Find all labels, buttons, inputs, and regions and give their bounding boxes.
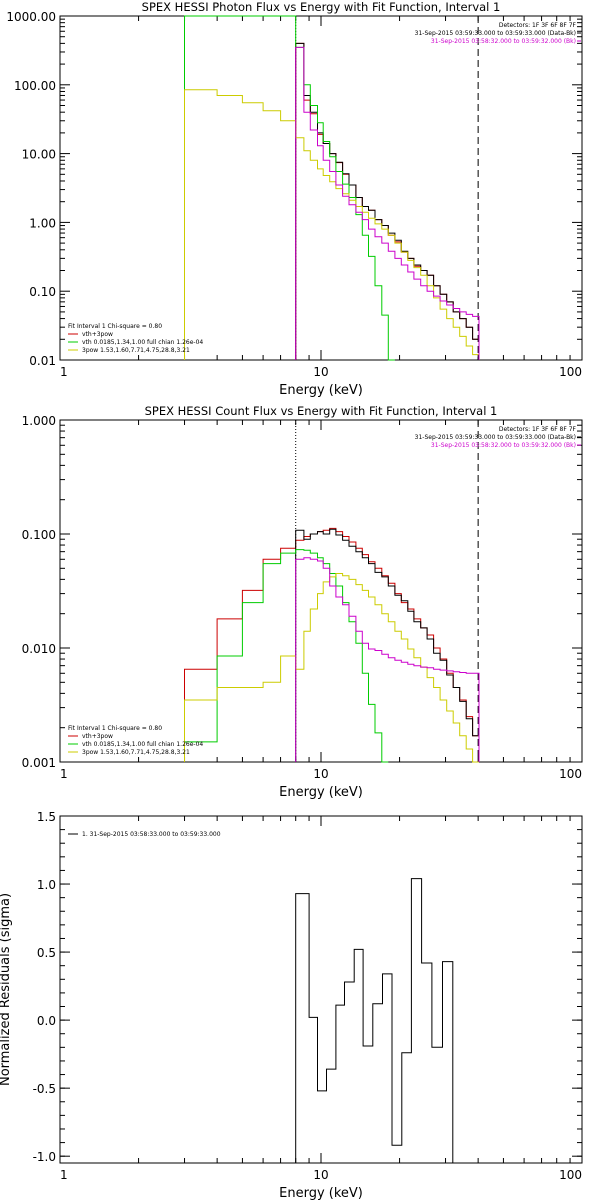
series-vth-3pow bbox=[184, 527, 480, 762]
legend-left-text: vth 0.0185,1.34,1.00 full chian 1.26e-04 bbox=[82, 741, 203, 748]
y-tick-label: 0.5 bbox=[37, 946, 56, 960]
legend-right-text: 31-Sep-2015 03:58:32.000 to 03:59:32.000… bbox=[431, 442, 576, 449]
legend-left-text: vth 0.0185,1.34,1.00 full chian 1.26e-04 bbox=[82, 339, 203, 346]
series-data bbox=[295, 528, 480, 762]
x-axis-label: Energy (keV) bbox=[279, 383, 363, 398]
x-tick-label: 1 bbox=[60, 1168, 68, 1182]
count-flux-panel: SPEX HESSI Count Flux vs Energy with Fit… bbox=[22, 404, 583, 800]
y-tick-label: -1.0 bbox=[33, 1150, 56, 1164]
legend-left-text: vth+3pow bbox=[82, 733, 113, 740]
x-axis-label: Energy (keV) bbox=[279, 1186, 363, 1200]
y-tick-label: 0.010 bbox=[22, 642, 56, 656]
legend-right-text: Detectors: 1F 3F 6F 8F 7F bbox=[499, 426, 577, 433]
photon-flux-panel: SPEX HESSI Photon Flux vs Energy with Fi… bbox=[6, 0, 583, 398]
x-tick-label: 100 bbox=[559, 365, 582, 379]
y-axis-label: Normalized Residuals (sigma) bbox=[0, 893, 13, 1086]
chart-title: SPEX HESSI Count Flux vs Energy with Fit… bbox=[145, 404, 498, 418]
y-tick-label: -0.5 bbox=[33, 1082, 56, 1096]
legend-left-text: 1. 31-Sep-2015 03:58:33.000 to 03:59:33.… bbox=[82, 831, 221, 838]
series-vth bbox=[184, 15, 395, 361]
series-3pow bbox=[184, 89, 480, 360]
legend-left-text: 3pow 1.53,1.60,7.71,4.75,28.8,3.21 bbox=[82, 749, 190, 756]
x-tick-label: 1 bbox=[60, 365, 68, 379]
y-tick-label: 1.5 bbox=[37, 810, 56, 824]
series-background bbox=[295, 557, 480, 762]
x-tick-label: 1 bbox=[60, 767, 68, 781]
y-tick-label: 1.00 bbox=[29, 216, 56, 230]
y-tick-label: 1.0 bbox=[37, 878, 56, 892]
series-residuals bbox=[295, 878, 454, 1163]
x-tick-label: 10 bbox=[313, 767, 328, 781]
x-axis-label: Energy (keV) bbox=[279, 785, 363, 800]
chart-title: SPEX HESSI Photon Flux vs Energy with Fi… bbox=[142, 0, 501, 14]
legend-left-text: 3pow 1.53,1.60,7.71,4.75,28.8,3.21 bbox=[82, 347, 190, 354]
series-3pow bbox=[184, 573, 479, 763]
legend-right-text: 31-Sep-2015 03:59:33.000 to 03:59:33.000… bbox=[415, 30, 576, 37]
legend-left-text: Fit Interval 1 Chi-square = 0.80 bbox=[68, 725, 162, 732]
x-tick-label: 10 bbox=[313, 365, 328, 379]
y-tick-label: 0.100 bbox=[22, 528, 56, 542]
y-tick-label: 0.0 bbox=[37, 1014, 56, 1028]
y-tick-label: 0.10 bbox=[29, 285, 56, 299]
legend-left-text: Fit Interval 1 Chi-square = 0.80 bbox=[68, 323, 162, 330]
legend-right-text: 31-Sep-2015 03:59:33.000 to 03:59:33.000… bbox=[415, 434, 576, 441]
x-tick-label: 100 bbox=[559, 767, 582, 781]
y-tick-label: 100.00 bbox=[14, 79, 56, 93]
series-background bbox=[295, 46, 480, 360]
y-tick-label: 1.000 bbox=[22, 414, 56, 428]
y-tick-label: 10.00 bbox=[22, 148, 56, 162]
x-tick-label: 10 bbox=[313, 1168, 328, 1182]
y-tick-label: 1000.00 bbox=[6, 10, 56, 24]
legend-right-text: 31-Sep-2015 03:58:32.000 to 03:59:32.000… bbox=[431, 38, 576, 45]
legend-left-text: vth+3pow bbox=[82, 331, 113, 338]
y-tick-label: 0.001 bbox=[22, 756, 56, 770]
x-tick-label: 100 bbox=[559, 1168, 582, 1182]
legend-right-text: Detectors: 1F 3F 6F 8F 7F bbox=[499, 22, 577, 29]
y-tick-label: 0.01 bbox=[29, 354, 56, 368]
residuals-panel: 1 10 100 Energy (keV) -1.0 -0.5 0.0 0.5 1.0 1.5 No… bbox=[0, 810, 583, 1200]
